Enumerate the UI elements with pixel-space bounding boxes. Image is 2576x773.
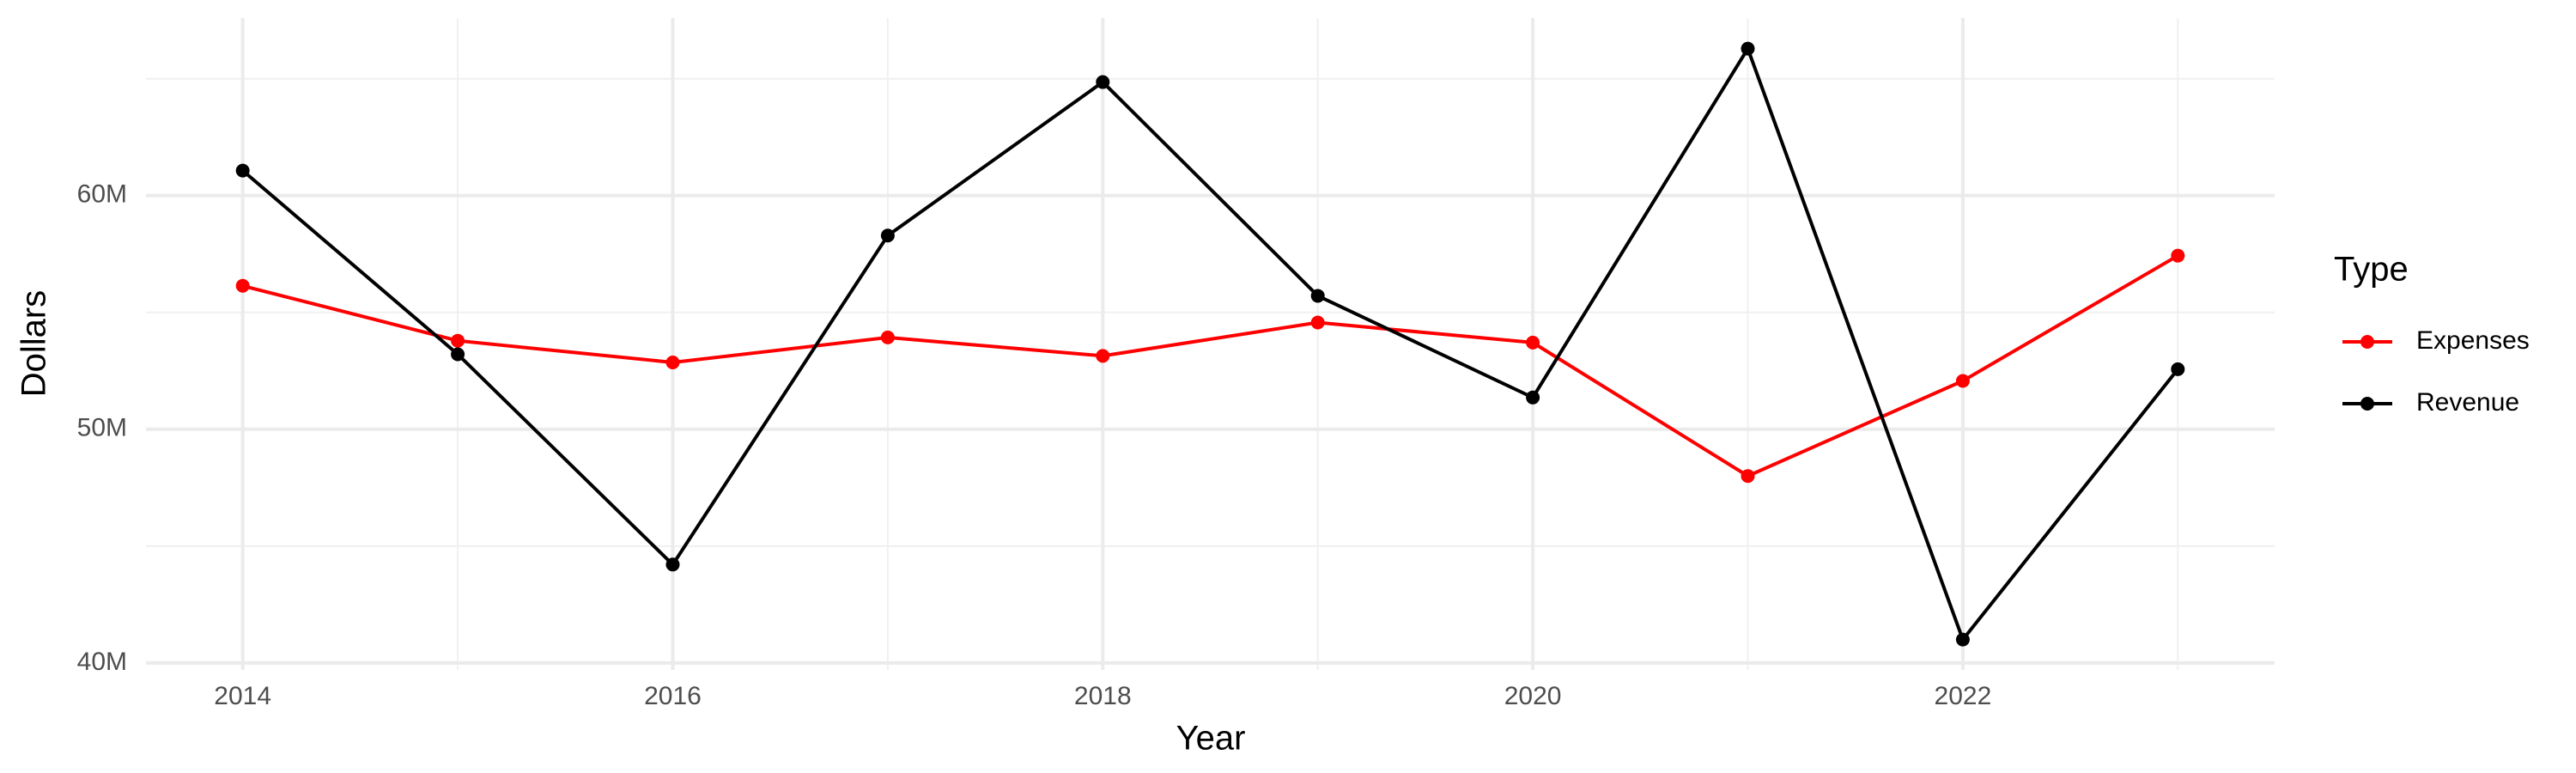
- x-tick-label: 2020: [1504, 682, 1562, 710]
- x-tick-label: 2018: [1074, 682, 1132, 710]
- data-point: [880, 228, 895, 243]
- data-point: [1310, 289, 1325, 303]
- data-point: [235, 278, 250, 293]
- x-tick-label: 2014: [214, 682, 271, 710]
- data-point: [665, 355, 680, 369]
- data-point: [1526, 335, 1540, 350]
- series-line: [241, 45, 2179, 643]
- y-tick-label: 50M: [77, 414, 127, 442]
- legend-key-point: [2360, 335, 2374, 349]
- legend-key-point: [2360, 397, 2374, 411]
- grid: [146, 18, 2275, 670]
- data-point: [2171, 362, 2185, 376]
- legend-title: Type: [2334, 251, 2409, 289]
- data-point: [1741, 41, 1755, 56]
- y-tick-label: 60M: [77, 180, 127, 209]
- data-point: [451, 333, 465, 348]
- data-point: [2171, 248, 2185, 263]
- data-point: [1096, 349, 1110, 363]
- data-point: [1096, 75, 1110, 89]
- data-point: [1955, 374, 1970, 388]
- data-point: [1526, 390, 1540, 405]
- data-point: [1310, 315, 1325, 330]
- series-line: [242, 253, 2179, 478]
- legend-label: Revenue: [2416, 388, 2519, 417]
- data-point: [451, 347, 465, 362]
- x-axis-title: Year: [1176, 720, 1246, 758]
- data-point: [665, 557, 680, 572]
- x-tick-label: 2022: [1935, 682, 1992, 710]
- data-point: [1955, 632, 1970, 647]
- data-point: [235, 163, 250, 178]
- data-point: [880, 330, 895, 344]
- data-point: [1741, 469, 1755, 484]
- legend-label: Expenses: [2416, 326, 2530, 355]
- y-tick-label: 40M: [77, 648, 127, 676]
- y-axis-title: Dollars: [15, 290, 53, 397]
- x-tick-label: 2016: [644, 682, 702, 710]
